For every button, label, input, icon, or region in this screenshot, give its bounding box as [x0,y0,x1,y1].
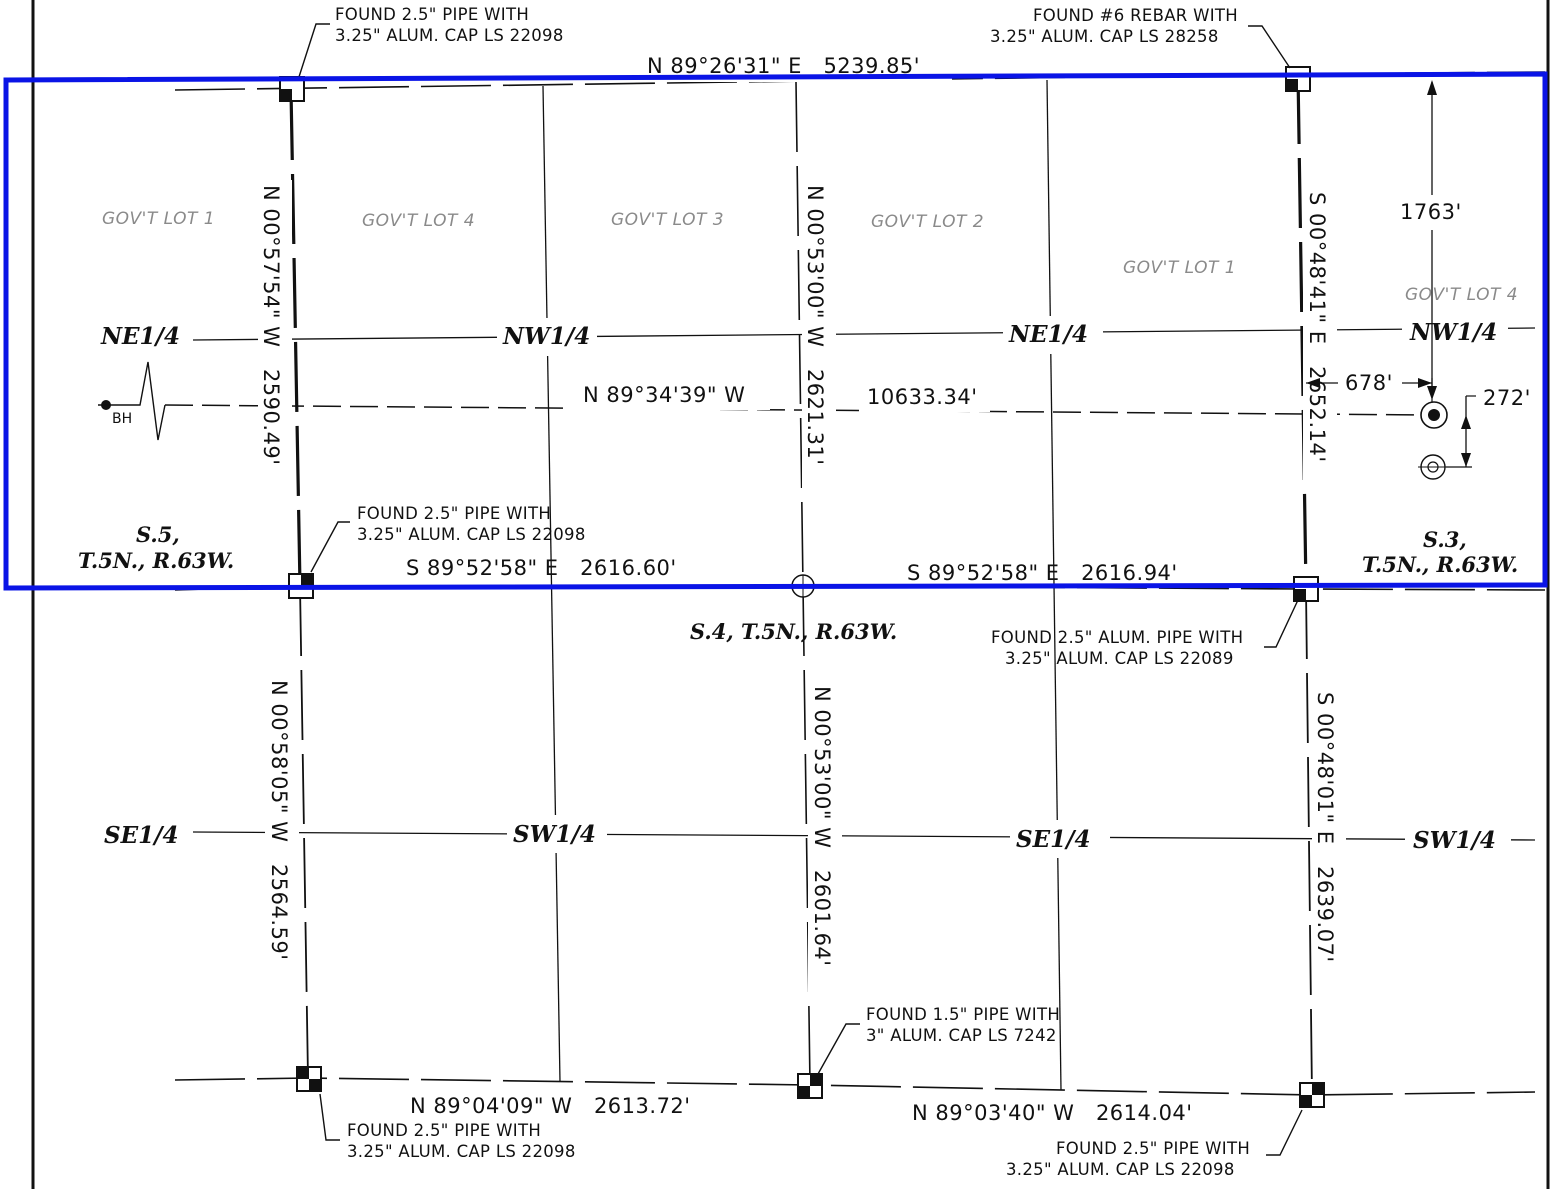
quarter-label: NE1/4 [1008,321,1088,348]
section-4-label: S.4, T.5N., R.63W. [690,619,897,644]
bearing-west-upper: N 00°57'54" W 2590.49' [259,185,283,466]
bearing-bottom-west: N 89°04'09" W 2613.72' [410,1094,691,1118]
landing-point-symbol [1418,455,1448,479]
bearing-bottom-east: N 89°03'40" W 2614.04' [912,1101,1193,1125]
monument-note-bottom-west: FOUND 2.5" PIPE WITH 3.25" ALUM. CAP LS … [347,1121,576,1161]
bearing-east-lower: S 00°48'01" E 2639.07' [1313,692,1337,963]
monument-bottom-west [297,1067,321,1091]
wellbore-length: 10633.34' [867,385,977,409]
section-3-label: S.3, T.5N., R.63W. [1362,527,1518,577]
monument-bottom-center [798,1074,822,1098]
monument-note-bottom-east: FOUND 2.5" PIPE WITH 3.25" ALUM. CAP LS … [1006,1139,1256,1179]
leader-bottom-west [320,1094,340,1140]
leader-mid-east [1264,600,1298,647]
bearing-mid-east: S 89°52'58" E 2616.94' [907,561,1178,585]
quarter-label: SW1/4 [513,821,596,848]
govt-lot-label: GOV'T LOT 4 [1405,285,1518,305]
govt-lot-label: GOV'T LOT 4 [362,211,475,231]
bh-label: BH [112,411,132,427]
quarter-line-v1 [543,86,560,1082]
monument-mid-east [1294,577,1318,601]
govt-lot-label: GOV'T LOT 3 [611,210,724,230]
leader-ne-top [1248,26,1290,68]
west-section-line-upper [291,90,300,586]
offset-south-label: 272' [1483,386,1531,410]
offset-south-dimension [1446,396,1476,467]
monument-note-mid-east: FOUND 2.5" ALUM. PIPE WITH 3.25" ALUM. C… [991,628,1249,668]
section-5-label: S.5, T.5N., R.63W. [78,522,234,573]
quarter-label: SW1/4 [1413,827,1496,854]
monument-note-ne-top: FOUND #6 REBAR WITH 3.25" ALUM. CAP LS 2… [990,6,1244,46]
offset-west-label: 678' [1345,371,1393,395]
govt-lot-label: GOV'T LOT 1 [1123,258,1236,278]
quarter-label: SE1/4 [104,822,179,849]
monument-note-nw-top: FOUND 2.5" PIPE WITH 3.25" ALUM. CAP LS … [335,5,564,45]
bearing-center-lower: N 00°53'00" W 2601.64' [810,686,834,967]
bearing-east-upper: S 00°48'41" E 2652.14' [1305,192,1329,463]
quarter-label: SE1/4 [1016,826,1091,853]
east-section-line-lower [1306,589,1312,1095]
bearing-center-upper: N 00°53'00" W 2621.31' [803,185,827,466]
bearing-mid-west: S 89°52'58" E 2616.60' [406,556,677,580]
quarter-label: NW1/4 [1409,319,1497,346]
govt-lot-label: GOV'T LOT 2 [871,212,984,232]
quarter-label: NW1/4 [502,323,590,350]
leader-mid-west [311,522,350,572]
leader-bottom-center [818,1024,860,1074]
monument-ne-top [1286,67,1310,91]
surface-hole-symbol [1421,402,1447,428]
monument-bottom-east [1300,1083,1324,1107]
monument-note-mid-west: FOUND 2.5" PIPE WITH 3.25" ALUM. CAP LS … [357,504,586,544]
leader-bottom-east [1266,1110,1302,1155]
leader-nw-top [298,24,330,80]
offset-north-label: 1763' [1400,200,1462,224]
quarter-label: NE1/4 [100,323,180,350]
bearing-west-lower: N 00°58'05" W 2564.59' [267,680,291,961]
bottom-hole-symbol [98,362,165,440]
wellbore-line [165,405,1432,415]
bearing-wellbore: N 89°34'39" W [583,383,745,407]
monument-note-bottom-center: FOUND 1.5" PIPE WITH 3" ALUM. CAP LS 724… [866,1005,1066,1045]
govt-lot-label: GOV'T LOT 1 [102,209,215,229]
south-section-line [175,1078,1535,1095]
